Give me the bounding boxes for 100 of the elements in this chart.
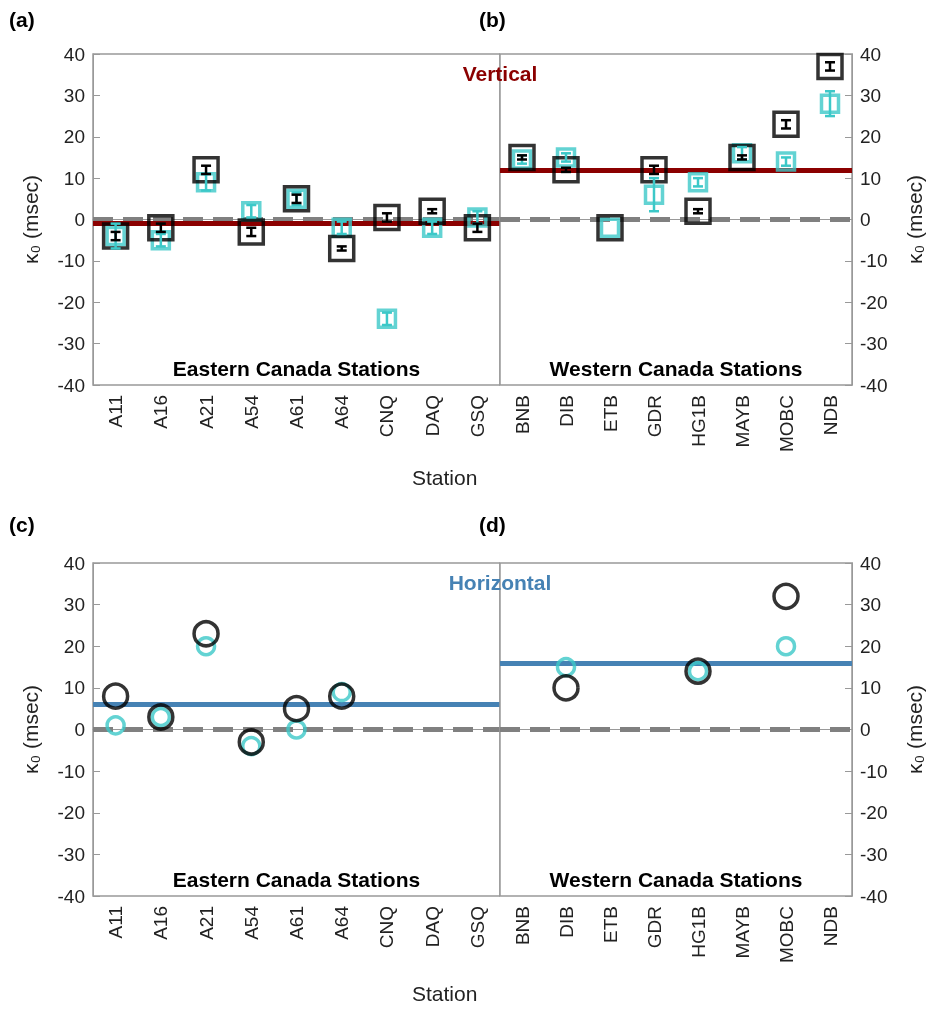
x-tick-label: HG1B (687, 906, 709, 958)
chart-title: (b) (479, 8, 506, 31)
point (772, 582, 800, 611)
point (147, 214, 175, 242)
y2-tick-label: -20 (860, 291, 888, 313)
y-tick-label: 40 (63, 552, 85, 574)
point (418, 197, 446, 225)
y-tick-label: 10 (63, 167, 85, 189)
x-tick-label: DAQ (421, 906, 443, 948)
y2-tick-label: -40 (860, 885, 888, 907)
point (775, 636, 797, 657)
chart-title: (c) (9, 513, 35, 536)
x-tick-label: A64 (331, 394, 353, 429)
y-tick-label: 20 (63, 126, 85, 148)
y-tick-label: 0 (74, 719, 85, 740)
ref-line-label: Vertical (462, 62, 538, 86)
y2-tick-label: 20 (860, 635, 882, 657)
point (237, 728, 266, 756)
y2-tick-label: 20 (860, 126, 882, 148)
y-axis-title: κ₀ (msec) (19, 684, 42, 775)
x-tick-label: CNQ (376, 395, 398, 438)
x-tick-label: A16 (150, 395, 172, 429)
y-tick-label: 0 (74, 209, 85, 230)
x-tick-label: GDR (643, 395, 665, 438)
y-tick-label: 20 (63, 635, 85, 657)
x-tick-label: MAYB (731, 395, 753, 448)
x-tick-label: A21 (195, 395, 217, 429)
x-tick-label: MOBC (775, 395, 797, 452)
y2-tick-label: 10 (860, 677, 882, 699)
point (772, 110, 800, 139)
point (640, 156, 668, 184)
x-tick-label: GDR (643, 906, 665, 949)
y2-tick-label: 0 (860, 209, 871, 230)
y-tick-label: 30 (63, 594, 85, 616)
point (816, 52, 844, 81)
y-tick-label: 30 (63, 84, 85, 106)
point (728, 143, 756, 172)
y-tick-label: 10 (63, 677, 85, 699)
y-tick-label: -30 (57, 843, 85, 865)
y2-tick-label: -10 (860, 760, 888, 782)
y2-tick-label: -30 (860, 333, 888, 355)
point (373, 203, 401, 232)
x-tick-label: HG1B (687, 395, 709, 447)
x-tick-label: DIB (555, 395, 577, 427)
point (552, 674, 580, 702)
point (819, 93, 841, 114)
x-tick-label: ETB (599, 395, 621, 432)
point (105, 715, 126, 736)
x-tick-label: A61 (286, 395, 307, 429)
annotation: Western Canada Stations (549, 868, 803, 891)
x-tick-label: A54 (240, 394, 262, 429)
point (775, 151, 797, 172)
y-tick-label: -40 (57, 374, 85, 396)
x-tick-label: ETB (599, 906, 621, 943)
y2-axis-title: κ₀ (msec) (903, 684, 926, 775)
annotation: Eastern Canada Stations (172, 868, 421, 891)
point (463, 214, 492, 242)
y2-tick-label: -40 (860, 374, 888, 396)
y2-tick-label: 30 (860, 84, 882, 106)
x-tick-label: A64 (331, 905, 353, 940)
y-tick-label: -20 (57, 802, 85, 824)
chart-title: (a) (9, 8, 35, 31)
x-tick-label: CNQ (376, 906, 398, 949)
y-tick-label: 40 (63, 43, 85, 65)
chart-title: (d) (479, 513, 506, 536)
y-tick-label: -10 (57, 760, 85, 782)
x-tick-label: DAQ (421, 395, 443, 437)
point (328, 682, 356, 710)
x-axis-title: Station (412, 982, 478, 1005)
x-tick-label: MAYB (731, 906, 753, 959)
x-tick-label: A54 (240, 905, 262, 940)
point (101, 682, 130, 710)
point (282, 694, 311, 723)
point (327, 234, 356, 263)
point (192, 620, 220, 648)
point (192, 156, 220, 184)
x-tick-label: BNB (511, 395, 533, 435)
y2-tick-label: 10 (860, 167, 882, 189)
y2-tick-label: 40 (860, 43, 882, 65)
point (643, 184, 665, 205)
x-tick-label: DIB (555, 906, 577, 938)
y2-tick-label: -10 (860, 250, 888, 272)
x-tick-label: GSQ (466, 395, 488, 438)
x-tick-label: NDB (819, 395, 841, 436)
x-tick-label: A11 (105, 395, 127, 428)
x-tick-label: GSQ (466, 906, 488, 949)
y2-axis-title: κ₀ (msec) (903, 174, 926, 265)
annotation: Eastern Canada Stations (172, 357, 421, 380)
y-tick-label: -10 (57, 250, 85, 272)
x-tick-label: A16 (150, 906, 172, 940)
y2-tick-label: 0 (860, 719, 871, 740)
point (552, 156, 580, 184)
y-tick-label: -30 (57, 333, 85, 355)
x-tick-label: A61 (286, 906, 307, 940)
point (237, 218, 266, 246)
y2-tick-label: 40 (860, 552, 882, 574)
y-tick-label: -20 (57, 291, 85, 313)
x-tick-label: BNB (511, 906, 533, 946)
y2-tick-label: -30 (860, 843, 888, 865)
y2-tick-label: 30 (860, 594, 882, 616)
